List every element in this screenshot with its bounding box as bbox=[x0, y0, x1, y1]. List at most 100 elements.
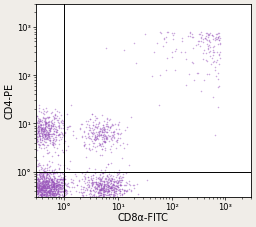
Point bbox=[35, 184, 39, 187]
Point bbox=[44, 190, 48, 194]
Point bbox=[41, 143, 45, 146]
Point bbox=[98, 130, 102, 134]
Point bbox=[48, 190, 52, 194]
Point bbox=[90, 185, 94, 188]
Point bbox=[54, 138, 58, 142]
Point bbox=[47, 184, 51, 188]
Point bbox=[46, 184, 50, 188]
Point bbox=[47, 151, 51, 154]
Point bbox=[61, 178, 65, 181]
Point bbox=[98, 181, 102, 185]
Point bbox=[45, 184, 49, 187]
Point bbox=[216, 36, 220, 39]
Point bbox=[91, 142, 95, 146]
Point bbox=[48, 141, 52, 145]
Point bbox=[92, 137, 96, 141]
Point bbox=[47, 116, 51, 120]
Point bbox=[46, 194, 50, 198]
Point bbox=[122, 49, 126, 52]
Point bbox=[100, 189, 104, 192]
Point bbox=[46, 135, 50, 138]
Point bbox=[45, 188, 49, 192]
Point bbox=[44, 194, 48, 198]
Point bbox=[101, 123, 105, 127]
Point bbox=[47, 189, 51, 192]
Point bbox=[52, 116, 56, 119]
Point bbox=[45, 185, 49, 188]
Point bbox=[102, 186, 106, 189]
Point bbox=[44, 126, 48, 130]
Point bbox=[60, 119, 65, 123]
Point bbox=[97, 184, 101, 188]
Point bbox=[90, 132, 94, 135]
Point bbox=[108, 118, 112, 122]
Point bbox=[109, 190, 113, 194]
Point bbox=[165, 57, 169, 60]
Point bbox=[37, 172, 41, 176]
Point bbox=[190, 61, 194, 65]
Point bbox=[109, 192, 113, 196]
Point bbox=[119, 131, 123, 135]
Point bbox=[94, 186, 98, 190]
Point bbox=[41, 186, 46, 190]
Point bbox=[102, 187, 106, 190]
Point bbox=[44, 182, 48, 186]
Point bbox=[45, 184, 49, 188]
Point bbox=[204, 37, 208, 41]
Point bbox=[47, 186, 51, 190]
Point bbox=[51, 190, 56, 193]
Point bbox=[85, 123, 89, 126]
Point bbox=[38, 184, 42, 188]
Point bbox=[40, 128, 44, 131]
Point bbox=[42, 188, 47, 192]
Point bbox=[39, 134, 44, 138]
Point bbox=[36, 131, 40, 135]
Point bbox=[206, 48, 210, 52]
Point bbox=[98, 142, 102, 146]
Point bbox=[93, 136, 97, 140]
Point bbox=[43, 186, 47, 189]
Point bbox=[102, 190, 106, 193]
Point bbox=[37, 183, 41, 186]
Point bbox=[91, 188, 95, 192]
Point bbox=[98, 182, 102, 186]
Point bbox=[99, 133, 103, 136]
Point bbox=[116, 187, 121, 191]
Point bbox=[46, 136, 50, 139]
Point bbox=[99, 186, 103, 190]
Point bbox=[91, 133, 95, 137]
Point bbox=[107, 170, 111, 174]
Point bbox=[105, 124, 109, 128]
Point bbox=[201, 52, 205, 56]
Point bbox=[112, 133, 116, 137]
Point bbox=[122, 191, 126, 195]
Point bbox=[81, 185, 85, 189]
Point bbox=[93, 114, 97, 118]
Point bbox=[54, 170, 58, 174]
Point bbox=[52, 170, 56, 174]
Point bbox=[96, 190, 100, 194]
Point bbox=[93, 139, 97, 142]
Point bbox=[46, 121, 50, 124]
Point bbox=[101, 189, 105, 193]
Point bbox=[42, 110, 46, 114]
Point bbox=[116, 183, 120, 187]
Point bbox=[38, 131, 42, 135]
Point bbox=[57, 190, 61, 193]
Point bbox=[98, 182, 102, 185]
Point bbox=[106, 180, 110, 184]
Point bbox=[111, 130, 115, 134]
Point bbox=[118, 183, 122, 187]
Point bbox=[36, 176, 40, 180]
Point bbox=[82, 145, 87, 148]
Point bbox=[57, 168, 61, 171]
Point bbox=[35, 185, 39, 189]
Point bbox=[40, 185, 44, 188]
Point bbox=[54, 188, 58, 191]
Point bbox=[212, 60, 216, 64]
Point bbox=[40, 186, 44, 190]
Point bbox=[218, 57, 222, 61]
Point bbox=[101, 186, 105, 190]
Point bbox=[51, 125, 55, 129]
Point bbox=[98, 189, 102, 192]
